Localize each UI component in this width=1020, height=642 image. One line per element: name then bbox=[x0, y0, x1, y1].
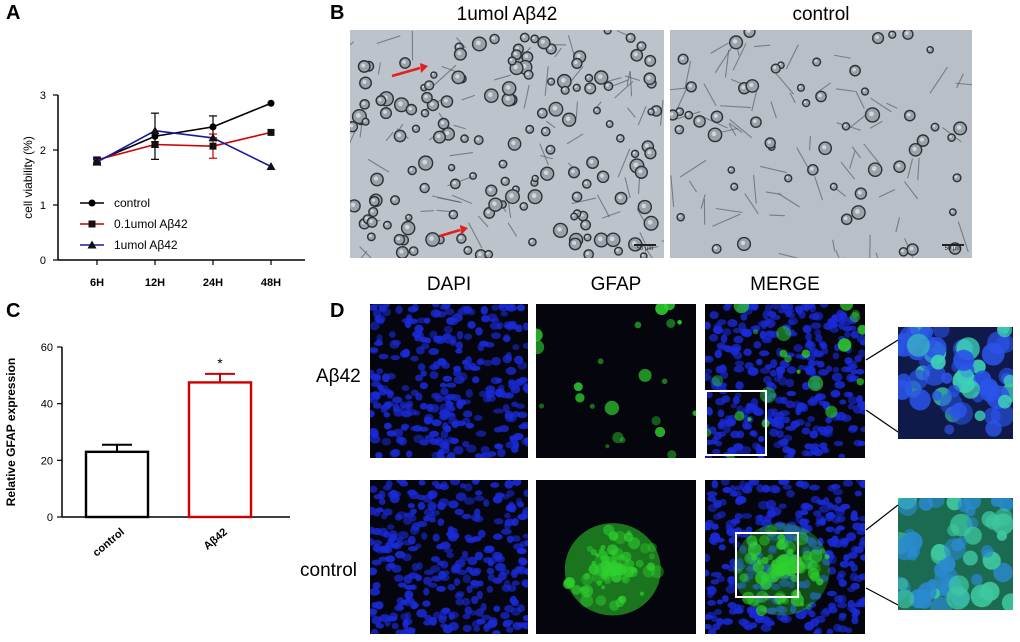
panel-a-letter: A bbox=[6, 2, 21, 24]
red-arrow-bottom bbox=[438, 222, 472, 245]
legend-marker bbox=[87, 240, 97, 249]
data-point bbox=[208, 133, 218, 142]
x-tick-label: 48H bbox=[261, 277, 281, 289]
data-point bbox=[267, 128, 275, 136]
y-tick-label: 3 bbox=[40, 90, 46, 102]
x-tick-label: 6H bbox=[90, 277, 104, 289]
x-tick-label: control bbox=[91, 526, 127, 559]
y-tick-label: 2 bbox=[40, 145, 46, 157]
series-line bbox=[96, 102, 272, 162]
brightfield-cells-control bbox=[670, 30, 972, 258]
panel-d-letter: D bbox=[330, 300, 345, 322]
data-point bbox=[150, 126, 160, 135]
x-tick-label: 12H bbox=[145, 277, 165, 289]
y-tick-label: 60 bbox=[41, 342, 53, 354]
bar bbox=[84, 450, 150, 519]
legend-label: 0.1umol Aβ42 bbox=[114, 217, 188, 231]
brightfield-cells-abeta bbox=[350, 30, 664, 258]
y-tick-label: 1 bbox=[40, 200, 46, 212]
significance-annotation: * bbox=[217, 355, 223, 371]
y-tick-label: 0 bbox=[40, 255, 46, 267]
panel-c-letter: C bbox=[6, 300, 21, 322]
zoom-box-control bbox=[735, 532, 799, 598]
scale-bar-control: 50 μm bbox=[942, 244, 964, 252]
red-arrow-top bbox=[390, 60, 430, 85]
gfap-expression-bar-chart: 0 20 40 60 Relative GFAP expression control Aβ… bbox=[4, 342, 290, 559]
data-point bbox=[266, 162, 276, 170]
data-point bbox=[267, 99, 275, 107]
scale-bar-abeta: 50 μm bbox=[634, 244, 656, 252]
column-title-gfap: GFAP bbox=[590, 274, 642, 295]
y-tick-label: 20 bbox=[41, 455, 53, 467]
gfap-image-abeta bbox=[536, 304, 696, 458]
column-title-dapi: DAPI bbox=[426, 274, 472, 295]
panel-b-title-abeta: 1umol Aβ42 bbox=[456, 4, 558, 25]
data-point bbox=[209, 123, 217, 131]
zoomed-merge-abeta bbox=[898, 327, 1013, 439]
legend-marker bbox=[88, 220, 96, 228]
brightfield-image-abeta: 50 μm bbox=[350, 30, 664, 258]
legend-label: 1umol Aβ42 bbox=[114, 238, 178, 252]
legend-label: control bbox=[114, 196, 150, 210]
zoom-box-abeta bbox=[705, 390, 767, 456]
brightfield-image-control: 50 μm bbox=[670, 30, 972, 258]
panel-b-title-control: control bbox=[792, 4, 850, 25]
gfap-image-control bbox=[536, 480, 696, 634]
data-point bbox=[209, 142, 217, 150]
series-line bbox=[96, 131, 272, 161]
panel-b-letter: B bbox=[330, 2, 345, 24]
dapi-image-control bbox=[370, 480, 528, 634]
row-label-abeta: Aβ42 bbox=[316, 366, 361, 387]
data-point bbox=[151, 141, 159, 148]
data-point bbox=[92, 157, 102, 166]
cell-viability-line-chart: 0 1 2 3 6H 12H 24H 48H cell viability (%) control… bbox=[21, 90, 305, 289]
y-axis-label: cell viability (%) bbox=[21, 136, 35, 219]
legend-marker bbox=[88, 199, 96, 207]
column-title-merge: MERGE bbox=[750, 274, 820, 295]
y-tick-label: 0 bbox=[47, 512, 53, 524]
zoomed-merge-control bbox=[898, 498, 1013, 610]
y-tick-label: 40 bbox=[41, 399, 53, 411]
merge-image-control bbox=[705, 480, 865, 634]
bar bbox=[187, 381, 253, 519]
data-point bbox=[151, 132, 159, 140]
row-label-control: control bbox=[300, 560, 358, 581]
x-tick-label: 24H bbox=[203, 277, 223, 289]
dapi-image-abeta bbox=[370, 304, 528, 458]
merge-image-abeta bbox=[705, 304, 865, 458]
y-axis-label: Relative GFAP expression bbox=[4, 358, 18, 507]
x-tick-label: Aβ42 bbox=[202, 526, 230, 552]
series-line bbox=[96, 129, 272, 168]
zoom-connector-lines bbox=[865, 339, 899, 606]
